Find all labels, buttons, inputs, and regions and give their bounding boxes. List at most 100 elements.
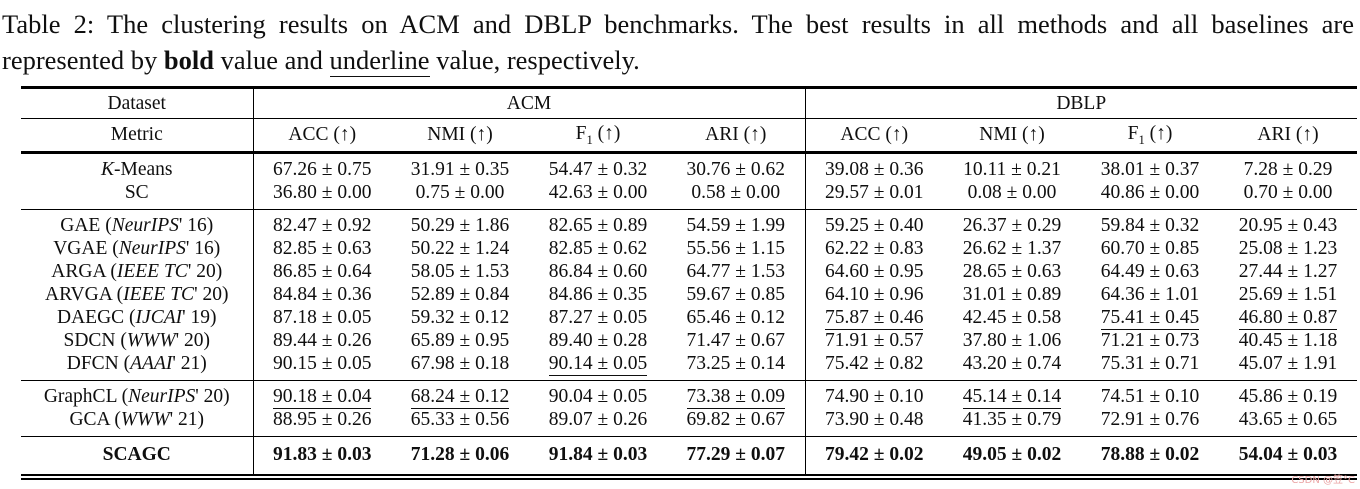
metric-header-cell: ACC (↑) <box>252 118 391 154</box>
metric-header-row: Metric ACC (↑) NMI (↑) F1 (↑) ARI (↑) ACC (↑… <box>21 118 1357 154</box>
metric-header-cell: F1 (↑) <box>1081 118 1219 154</box>
watermark: CSDN @笠°C <box>1291 475 1355 486</box>
value-cell: 54.04 ± 0.03 <box>1238 444 1338 465</box>
method-cell: SCAGC <box>102 444 171 465</box>
value-cell: 65.46 ± 0.12 <box>686 307 785 328</box>
method-cell: K-Means <box>101 159 173 180</box>
value-cell: 90.18 ± 0.04 <box>252 380 391 409</box>
value-cell: 54.47 ± 0.32 <box>548 159 648 180</box>
table-row: SDCN (WWW' 20) 89.44 ± 0.26 65.89 ± 0.95 89… <box>21 329 1357 352</box>
value-cell: 0.70 ± 0.00 <box>1219 181 1357 210</box>
value-cell: 0.58 ± 0.00 <box>667 181 805 210</box>
value-cell: 64.49 ± 0.63 <box>1100 261 1200 282</box>
value-cell: 89.44 ± 0.26 <box>252 329 391 352</box>
value-cell: 67.98 ± 0.18 <box>391 352 529 381</box>
value-cell: 49.05 ± 0.02 <box>962 444 1062 465</box>
dataset-header-row: Dataset ACM DBLP <box>21 87 1357 119</box>
value-cell: 75.42 ± 0.82 <box>804 352 943 381</box>
value-cell: 87.27 ± 0.05 <box>548 307 648 328</box>
value-cell: 31.91 ± 0.35 <box>410 159 510 180</box>
value-cell: 25.08 ± 1.23 <box>1238 238 1338 259</box>
value-cell: 7.28 ± 0.29 <box>1243 159 1333 180</box>
table-row: SCAGC 91.83 ± 0.03 71.28 ± 0.06 91.84 ± 0.0… <box>21 436 1357 477</box>
metric-header-cell: ARI (↑) <box>1219 118 1357 154</box>
value-cell: 82.47 ± 0.92 <box>252 209 391 237</box>
value-cell: 74.90 ± 0.10 <box>804 380 943 408</box>
value-cell: 88.95 ± 0.26 <box>252 408 391 437</box>
value-cell: 73.25 ± 0.14 <box>667 352 805 381</box>
value-cell: 45.14 ± 0.14 <box>962 386 1062 409</box>
value-cell: 91.83 ± 0.03 <box>252 436 391 477</box>
value-cell: 59.84 ± 0.32 <box>1100 215 1200 236</box>
table-row: DFCN (AAAI' 21) 90.15 ± 0.05 67.98 ± 0.18 9… <box>21 352 1357 381</box>
value-cell: 67.26 ± 0.75 <box>252 152 391 181</box>
value-cell: 90.14 ± 0.05 <box>529 352 667 381</box>
value-cell: 84.84 ± 0.36 <box>252 283 391 306</box>
value-cell: 31.01 ± 0.89 <box>962 284 1062 305</box>
value-cell: 50.29 ± 1.86 <box>410 215 510 236</box>
table-row: DAEGC (IJCAI' 19) 87.18 ± 0.05 59.32 ± 0.1… <box>21 306 1357 330</box>
value-cell: 87.18 ± 0.05 <box>252 306 391 329</box>
metric-header-cell: F1 (↑) <box>529 118 667 154</box>
value-cell: 54.59 ± 1.99 <box>686 215 785 236</box>
value-cell: 58.05 ± 1.53 <box>410 261 510 282</box>
value-cell: 89.07 ± 0.26 <box>529 408 667 437</box>
value-cell: 26.37 ± 0.29 <box>962 215 1062 236</box>
value-cell: 59.25 ± 0.40 <box>804 209 943 237</box>
table-row: GAE (NeurIPS' 16) 82.47 ± 0.92 50.29 ± 1.8… <box>21 209 1357 237</box>
results-table: Dataset ACM DBLP Metric ACC (↑) NMI (↑) F1… <box>21 86 1357 480</box>
value-cell: 29.57 ± 0.01 <box>804 181 943 210</box>
value-cell: 28.65 ± 0.63 <box>962 261 1062 282</box>
table-row: ARVGA (IEEE TC' 20) 84.84 ± 0.36 52.89 ± 0… <box>21 283 1357 306</box>
value-cell: 45.07 ± 1.91 <box>1219 352 1357 381</box>
value-cell: 43.20 ± 0.74 <box>943 352 1081 381</box>
value-cell: 45.86 ± 0.19 <box>1238 386 1338 407</box>
value-cell: 41.35 ± 0.79 <box>943 408 1081 437</box>
value-cell: 64.60 ± 0.95 <box>804 260 943 283</box>
value-cell: 36.80 ± 0.00 <box>252 181 391 210</box>
method-cell: VGAE (NeurIPS' 16) <box>53 238 221 259</box>
group-header-acm: ACM <box>252 87 805 119</box>
value-cell: 0.75 ± 0.00 <box>391 181 529 210</box>
value-cell: 89.40 ± 0.28 <box>548 330 648 351</box>
value-cell: 60.70 ± 0.85 <box>1100 238 1200 259</box>
value-cell: 73.38 ± 0.09 <box>686 386 785 409</box>
value-cell: 38.01 ± 0.37 <box>1100 159 1200 180</box>
method-cell: ARVGA (IEEE TC' 20) <box>45 284 229 305</box>
value-cell: 0.08 ± 0.00 <box>943 181 1081 210</box>
value-cell: 59.67 ± 0.85 <box>686 284 785 305</box>
value-cell: 42.63 ± 0.00 <box>529 181 667 210</box>
metric-header-label: Metric <box>21 118 253 154</box>
metric-header-cell: ACC (↑) <box>804 118 943 154</box>
value-cell: 40.86 ± 0.00 <box>1081 181 1219 210</box>
value-cell: 75.31 ± 0.71 <box>1081 352 1219 381</box>
value-cell: 43.65 ± 0.65 <box>1219 408 1357 437</box>
value-cell: 39.08 ± 0.36 <box>804 152 943 181</box>
method-cell: GAE (NeurIPS' 16) <box>60 215 214 236</box>
value-cell: 73.90 ± 0.48 <box>804 408 943 437</box>
value-cell: 46.80 ± 0.87 <box>1238 307 1338 330</box>
value-cell: 64.10 ± 0.96 <box>804 283 943 306</box>
value-cell: 30.76 ± 0.62 <box>686 159 785 180</box>
table-row: GraphCL (NeurIPS' 20) 90.18 ± 0.04 68.24 ±… <box>21 380 1357 409</box>
method-cell: DFCN (AAAI' 21) <box>21 352 253 381</box>
value-cell: 52.89 ± 0.84 <box>410 284 510 305</box>
value-cell: 25.69 ± 1.51 <box>1238 284 1338 305</box>
value-cell: 86.85 ± 0.64 <box>252 260 391 283</box>
value-cell: 20.95 ± 0.43 <box>1238 215 1338 236</box>
value-cell: 37.80 ± 1.06 <box>962 330 1062 351</box>
value-cell: 71.91 ± 0.57 <box>804 329 943 352</box>
table-row: SC 36.80 ± 0.00 0.75 ± 0.00 42.63 ± 0.00 0.5… <box>21 181 1357 210</box>
value-cell: 40.45 ± 1.18 <box>1238 330 1338 351</box>
value-cell: 82.85 ± 0.62 <box>548 238 648 259</box>
value-cell: 64.77 ± 1.53 <box>686 261 785 282</box>
method-cell: SDCN (WWW' 20) <box>63 330 210 351</box>
value-cell: 75.87 ± 0.46 <box>804 306 943 330</box>
method-cell: SC <box>21 181 253 210</box>
value-cell: 55.56 ± 1.15 <box>686 238 785 259</box>
value-cell: 69.82 ± 0.67 <box>667 408 805 437</box>
metric-header-cell: NMI (↑) <box>943 118 1081 154</box>
group-header-dblp: DBLP <box>804 87 1357 119</box>
value-cell: 84.86 ± 0.35 <box>548 284 648 305</box>
value-cell: 71.47 ± 0.67 <box>686 330 785 351</box>
